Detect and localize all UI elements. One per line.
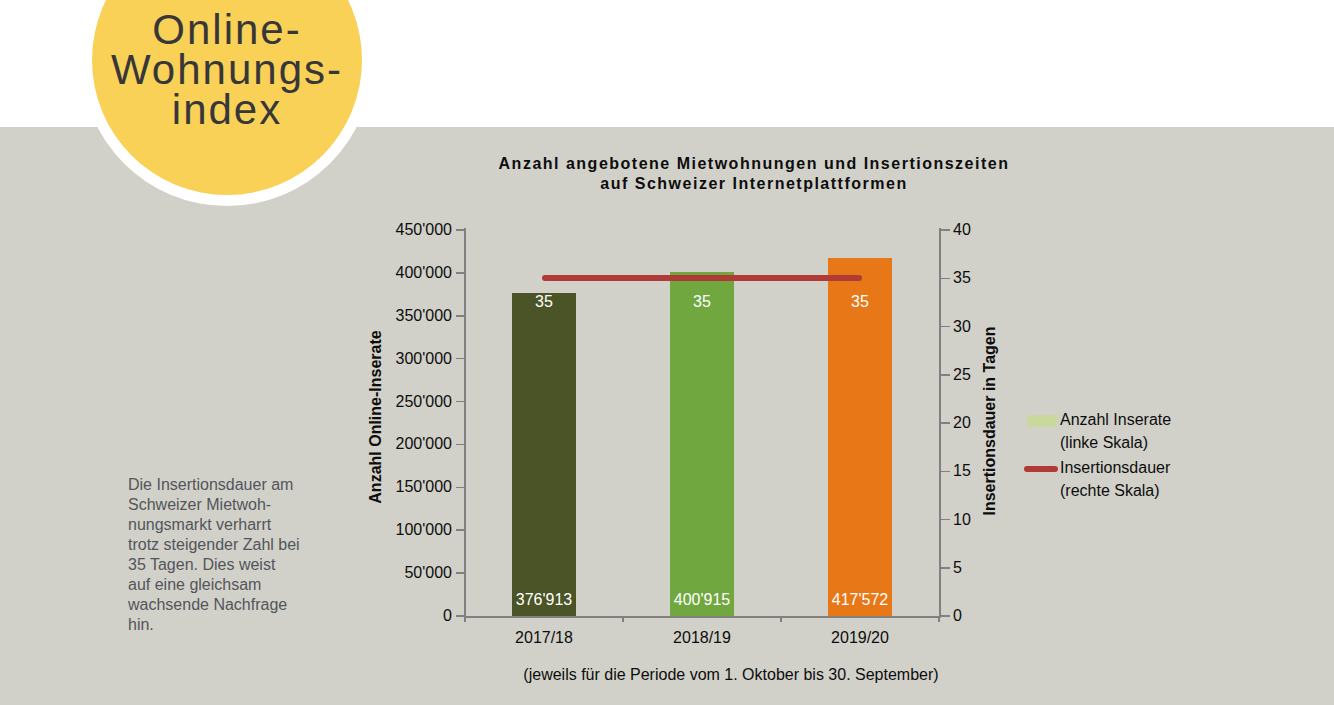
left-tick <box>456 272 465 274</box>
right-tick <box>941 615 950 617</box>
line-value-label: 35 <box>815 292 905 312</box>
left-tick <box>456 529 465 531</box>
x-tick <box>938 616 940 622</box>
left-axis-title: Anzahl Online-Inserate <box>367 317 385 517</box>
right-tick-label: 40 <box>953 221 1013 239</box>
left-tick <box>456 401 465 403</box>
right-tick <box>941 567 950 569</box>
left-tick-label: 150'000 <box>377 478 452 496</box>
legend-line: (linke Skala) <box>1060 431 1171 454</box>
left-tick-label: 100'000 <box>377 521 452 539</box>
left-tick-label: 400'000 <box>377 264 452 282</box>
left-tick <box>456 229 465 231</box>
x-tick <box>622 616 624 622</box>
left-tick <box>456 315 465 317</box>
left-tick-label: 0 <box>377 607 452 625</box>
right-tick <box>941 229 950 231</box>
left-tick <box>456 444 465 446</box>
right-tick <box>941 422 950 424</box>
right-tick <box>941 374 950 376</box>
category-label: 2017/18 <box>484 629 604 647</box>
x-axis-line <box>464 616 941 618</box>
legend-swatch-insertionsdauer <box>1024 466 1058 472</box>
right-axis-title: Insertionsdauer in Tagen <box>981 321 999 521</box>
chart-footnote: (jeweils für die Periode vom 1. Oktober … <box>481 666 981 684</box>
left-tick <box>456 358 465 360</box>
left-tick-label: 250'000 <box>377 393 452 411</box>
x-tick <box>780 616 782 622</box>
legend-swatch-inserate <box>1027 415 1057 427</box>
right-tick-label: 5 <box>953 559 1013 577</box>
legend-label-inserate: Anzahl Inserate (linke Skala) <box>1060 408 1171 454</box>
category-label: 2018/19 <box>642 629 762 647</box>
page: Online- Wohnungs- index Die Insertionsda… <box>0 0 1334 705</box>
left-tick <box>456 572 465 574</box>
line-value-label: 35 <box>499 292 589 312</box>
bar-2017/18 <box>512 293 576 616</box>
bar-value-label: 417'572 <box>815 590 905 610</box>
bar-2018/19 <box>670 272 734 616</box>
insertionsdauer-line <box>542 275 862 281</box>
left-axis-line <box>464 228 466 618</box>
left-tick-label: 50'000 <box>377 564 452 582</box>
right-tick-label: 0 <box>953 607 1013 625</box>
right-tick-label: 35 <box>953 269 1013 287</box>
right-tick <box>941 471 950 473</box>
plot-area: 376'913 35 2017/18 400'915 35 2018/19 417'572 3… <box>0 0 1334 705</box>
right-tick <box>941 326 950 328</box>
legend-line: Insertionsdauer <box>1060 456 1170 479</box>
category-label: 2019/20 <box>800 629 920 647</box>
x-tick <box>464 616 466 622</box>
right-tick <box>941 519 950 521</box>
legend-label-insertionsdauer: Insertionsdauer (rechte Skala) <box>1060 456 1170 502</box>
bar-value-label: 376'913 <box>499 590 589 610</box>
legend-line: Anzahl Inserate <box>1060 408 1171 431</box>
left-tick-label: 200'000 <box>377 435 452 453</box>
left-tick-label: 350'000 <box>377 307 452 325</box>
right-tick <box>941 278 950 280</box>
left-tick-label: 300'000 <box>377 350 452 368</box>
line-value-label: 35 <box>657 292 747 312</box>
left-tick-label: 450'000 <box>377 221 452 239</box>
bar-value-label: 400'915 <box>657 590 747 610</box>
legend-line: (rechte Skala) <box>1060 479 1170 502</box>
left-tick <box>456 487 465 489</box>
